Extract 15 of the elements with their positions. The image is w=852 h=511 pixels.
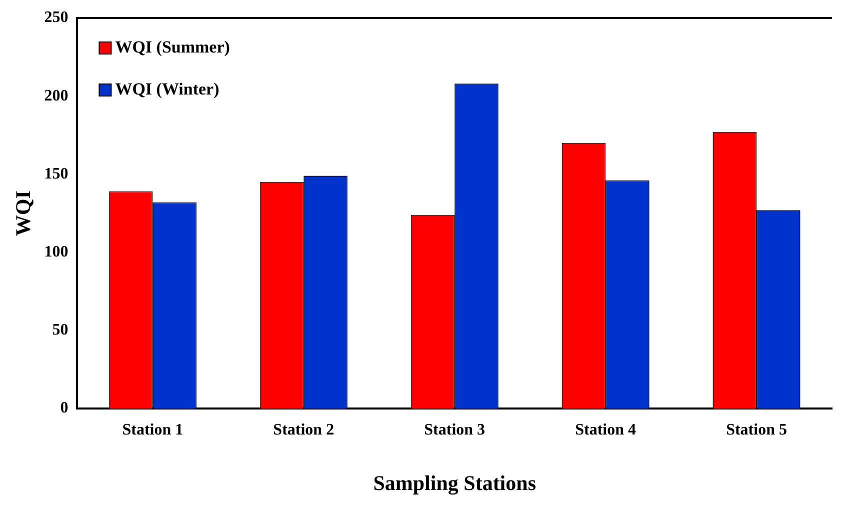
y-tick-label: 200	[44, 87, 68, 104]
legend-label: WQI (Summer)	[115, 37, 230, 56]
legend-label: WQI (Winter)	[115, 79, 220, 98]
x-tick-label: Station 3	[424, 421, 486, 438]
y-axis-title: WQI	[11, 190, 36, 236]
y-tick-label: 150	[44, 165, 68, 182]
y-tick-label: 50	[52, 322, 68, 339]
x-tick-label: Station 4	[575, 421, 636, 438]
x-tick-label: Station 2	[273, 421, 334, 438]
y-tick-label: 250	[44, 9, 68, 26]
y-tick-label: 0	[60, 400, 68, 417]
x-tick-label: Station 5	[726, 421, 787, 438]
x-tick-label: Station 1	[122, 421, 184, 438]
y-tick-label: 100	[44, 244, 68, 260]
x-axis-title: Sampling Stations	[373, 470, 536, 495]
